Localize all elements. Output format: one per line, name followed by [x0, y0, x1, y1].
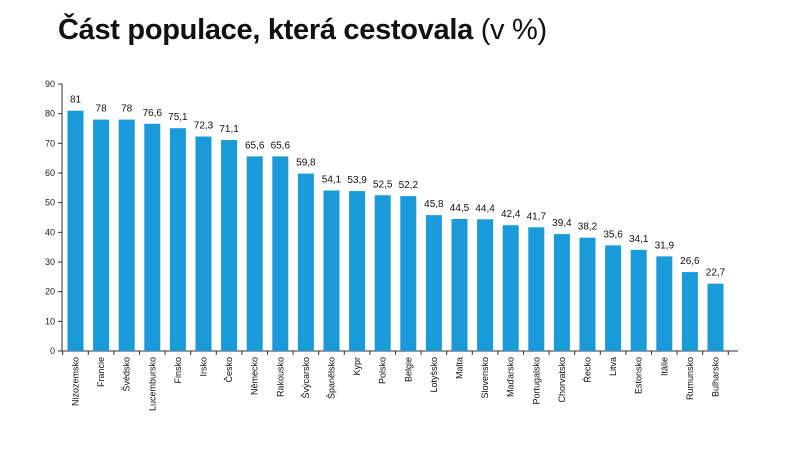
data-label: 42,4	[501, 209, 521, 220]
bar	[323, 190, 340, 351]
category-label: Itálie	[659, 357, 669, 376]
category-label: Německo	[250, 357, 260, 395]
category-label: Nizozemsko	[71, 357, 81, 406]
data-label: 65,6	[271, 140, 291, 151]
data-label: 31,9	[655, 240, 675, 251]
chart-title-unit: (v %)	[480, 14, 547, 46]
bar	[349, 191, 366, 351]
category-label: Lotyšsko	[429, 357, 439, 393]
category-label: Česko	[224, 357, 234, 383]
data-label: 78	[121, 104, 133, 115]
category-label: Švýcarsko	[301, 357, 311, 399]
category-label: Rumunsko	[685, 357, 695, 400]
category-label: Chorvatsko	[557, 357, 567, 403]
bar	[477, 219, 494, 351]
bar	[169, 128, 186, 351]
category-label: Řecko	[583, 357, 593, 383]
x-axis	[62, 350, 738, 355]
data-label: 54,1	[322, 175, 342, 186]
category-label: Maďarsko	[506, 357, 516, 397]
category-label: Švédsko	[122, 357, 132, 392]
y-axis: 0 10 20 30 40 50 60 70 80 90	[45, 79, 63, 356]
data-label: 71,1	[219, 124, 239, 135]
bar	[118, 119, 135, 351]
bar	[605, 245, 622, 351]
y-tick-label: 40	[45, 227, 55, 237]
bar	[246, 156, 263, 351]
bars	[67, 110, 724, 352]
y-tick-label: 30	[45, 257, 55, 267]
data-label: 26,6	[680, 256, 700, 267]
category-label: Portugalsko	[531, 357, 541, 405]
data-label: 52,5	[373, 179, 393, 190]
data-labels: 81 78 78 76,6 75,1 72,3 71,1 65,6 65,6 59,8 54,1 53…	[70, 95, 726, 279]
data-label: 75,1	[168, 112, 188, 123]
data-label: 76,6	[143, 108, 163, 119]
bar	[451, 218, 468, 351]
category-label: Malta	[455, 357, 465, 379]
category-label: Litva	[608, 357, 618, 376]
category-label: Estonsko	[634, 357, 644, 394]
chart-title: Část populace, která cestovala (v %)	[58, 14, 547, 47]
data-label: 35,6	[603, 229, 623, 240]
data-label: 52,2	[399, 180, 419, 191]
data-label: 72,3	[194, 121, 214, 132]
data-label: 34,1	[629, 234, 649, 245]
bar	[221, 140, 238, 351]
category-label: Polsko	[378, 357, 388, 384]
y-tick-label: 60	[45, 168, 55, 178]
bar	[681, 272, 698, 351]
bar	[272, 156, 289, 351]
data-label: 59,8	[296, 158, 316, 169]
category-label: Kypr	[352, 357, 362, 376]
y-tick-label: 70	[45, 138, 55, 148]
data-label: 39,4	[552, 218, 572, 229]
bar	[93, 119, 110, 351]
bar	[67, 110, 84, 351]
data-label: 22,7	[706, 268, 726, 279]
category-labels: Nizozemsko Francie Švédsko Lucembursko Finsk…	[71, 357, 721, 411]
data-label: 65,6	[245, 140, 265, 151]
bar	[502, 225, 519, 351]
category-label: Bulharsko	[711, 357, 721, 397]
y-tick-label: 20	[45, 287, 55, 297]
y-tick-label: 50	[45, 198, 55, 208]
y-tick-label: 80	[45, 109, 55, 119]
bar	[630, 249, 647, 351]
bar	[195, 136, 212, 351]
data-label: 45,8	[424, 199, 444, 210]
data-label: 53,9	[347, 175, 367, 186]
chart-title-text: Část populace, která cestovala	[58, 14, 473, 46]
bar	[707, 283, 724, 351]
bar	[579, 237, 596, 351]
category-label: Rakousko	[275, 357, 285, 397]
category-label: Irsko	[199, 357, 209, 377]
data-label: 38,2	[578, 222, 598, 233]
category-label: Slovensko	[480, 357, 490, 399]
bar	[297, 173, 314, 351]
category-label: Belgie	[403, 357, 413, 382]
y-tick-label: 90	[45, 79, 55, 89]
data-label: 44,5	[450, 203, 470, 214]
data-label: 44,4	[475, 203, 495, 214]
data-label: 81	[70, 95, 82, 106]
data-label: 78	[96, 104, 108, 115]
bar	[425, 215, 442, 351]
bar	[400, 196, 417, 351]
category-label: Lucembursko	[147, 357, 157, 411]
data-label: 41,7	[527, 211, 547, 222]
y-tick-label: 0	[50, 346, 55, 356]
bar	[656, 256, 673, 351]
bar	[144, 123, 161, 352]
category-label: Francie	[96, 357, 106, 387]
bar	[553, 234, 570, 351]
category-label: Španělsko	[327, 357, 337, 399]
y-tick-label: 10	[45, 316, 55, 326]
bar	[528, 227, 545, 351]
category-label: Finsko	[173, 357, 183, 384]
bar	[374, 195, 391, 351]
